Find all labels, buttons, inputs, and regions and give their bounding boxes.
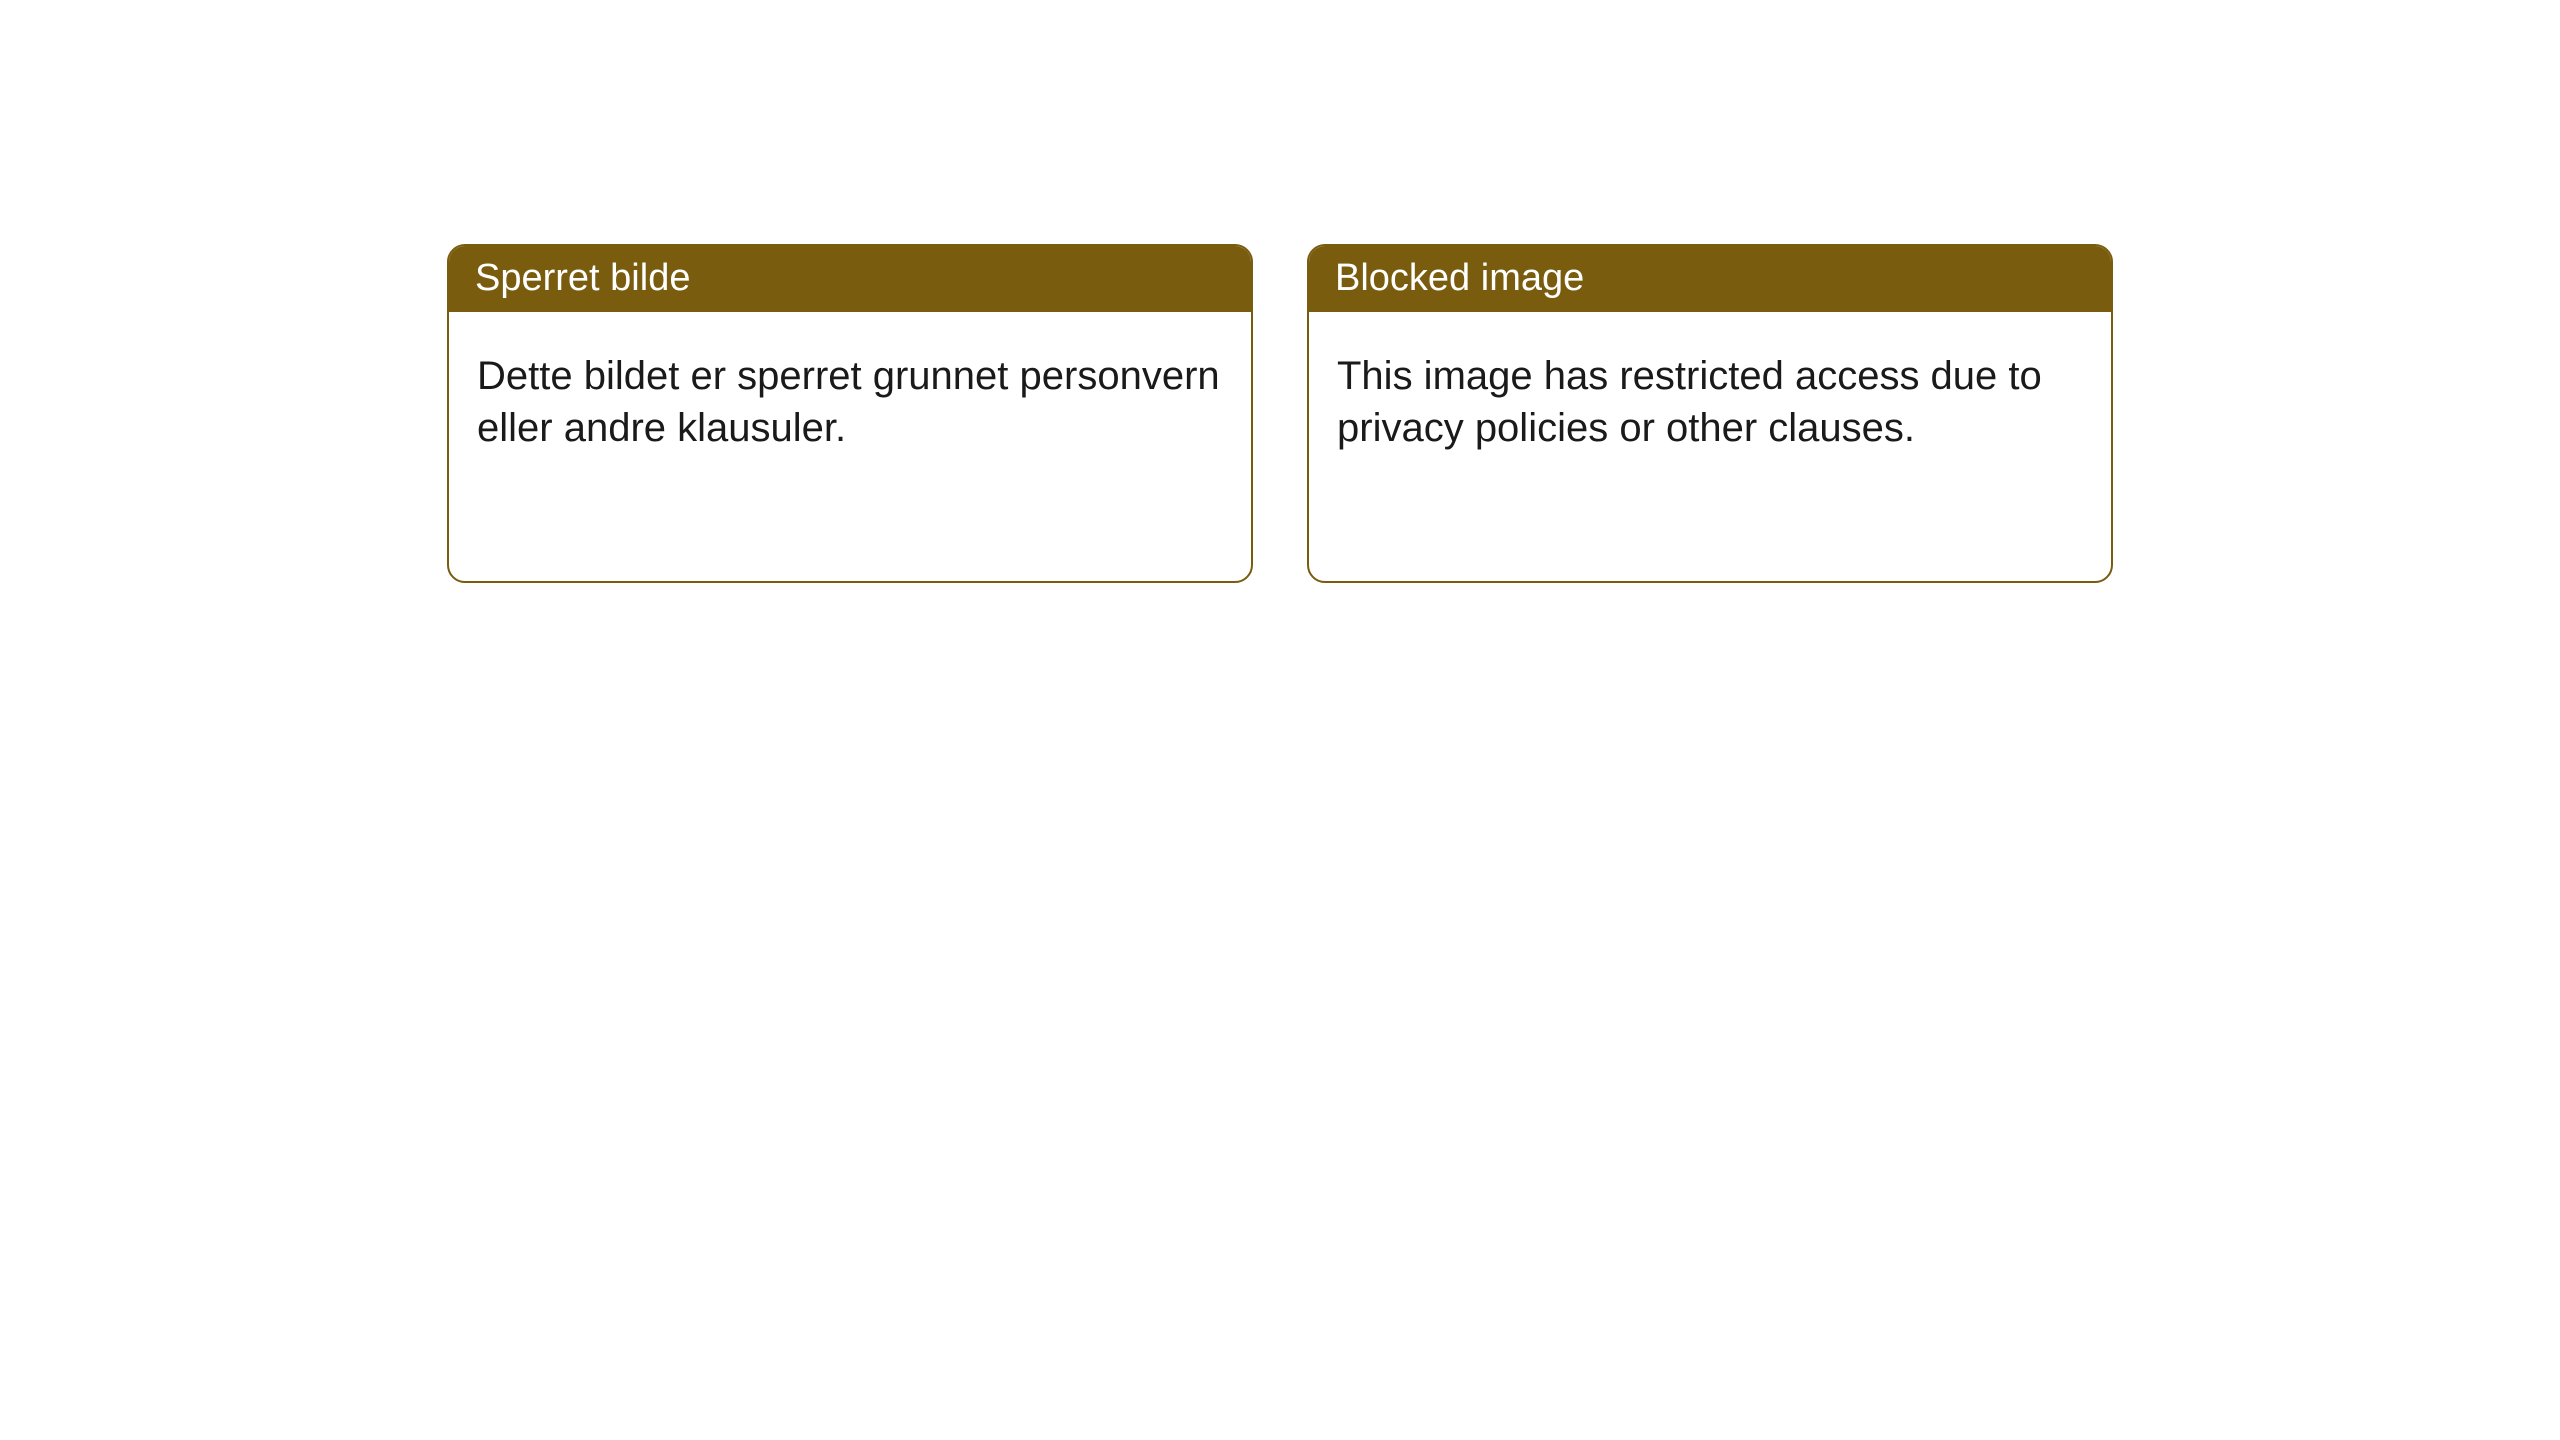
card-body-norwegian: Dette bildet er sperret grunnet personve… (449, 312, 1251, 492)
card-body-english: This image has restricted access due to … (1309, 312, 2111, 492)
blocked-image-card-english: Blocked image This image has restricted … (1307, 244, 2113, 583)
card-header-norwegian: Sperret bilde (449, 246, 1251, 312)
card-title: Sperret bilde (475, 257, 690, 299)
card-body-text: This image has restricted access due to … (1337, 354, 2042, 450)
card-body-text: Dette bildet er sperret grunnet personve… (477, 354, 1220, 450)
notice-container: Sperret bilde Dette bildet er sperret gr… (447, 244, 2113, 1440)
card-title: Blocked image (1335, 257, 1584, 299)
blocked-image-card-norwegian: Sperret bilde Dette bildet er sperret gr… (447, 244, 1253, 583)
card-header-english: Blocked image (1309, 246, 2111, 312)
